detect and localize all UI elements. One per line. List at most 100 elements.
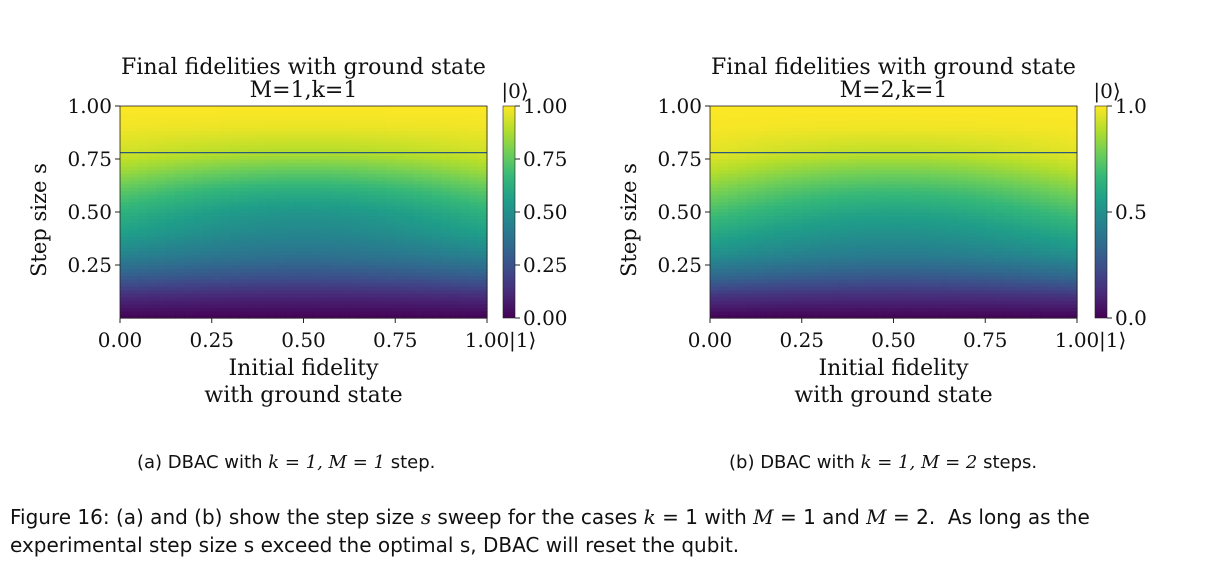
heatmap-cell (367, 183, 378, 188)
heatmap-cell (340, 310, 350, 316)
heatmap-cell (957, 296, 968, 301)
heatmap-cell (755, 201, 766, 206)
heatmap-cell (175, 307, 185, 312)
heatmap-cell (193, 204, 204, 210)
heatmap-cell (884, 120, 895, 125)
heatmap-cell (957, 183, 968, 188)
heatmap-cell (321, 166, 332, 171)
heatmap-cell (312, 233, 323, 238)
heatmap-cell (792, 137, 803, 142)
heatmap-cell (710, 307, 720, 312)
heatmap-cell (1049, 180, 1060, 185)
heatmap-cell (459, 141, 470, 146)
heatmap-cell (257, 197, 268, 202)
heatmap-cell (395, 148, 406, 153)
heatmap-cell (1067, 219, 1078, 224)
heatmap-cell (386, 289, 396, 294)
heatmap-cell (719, 282, 729, 287)
heatmap-cell (230, 166, 240, 171)
heatmap-cell (719, 176, 729, 181)
heatmap-cell (948, 183, 959, 188)
heatmap-cell (755, 240, 766, 245)
heatmap-cell (1058, 286, 1069, 291)
heatmap-cell (801, 183, 812, 188)
heatmap-cell (386, 166, 396, 171)
heatmap-cell (801, 314, 812, 319)
heatmap-cell (468, 151, 479, 157)
heatmap-cell (865, 130, 876, 135)
heatmap-cell (450, 229, 461, 234)
heatmap-cell (386, 250, 396, 255)
heatmap-cell (774, 127, 785, 132)
heatmap-cell (1049, 173, 1060, 178)
heatmap-cell (129, 127, 139, 132)
heatmap-cell (737, 201, 748, 206)
heatmap-cell (911, 240, 922, 245)
heatmap-cell (930, 116, 940, 121)
heatmap-cell (746, 123, 757, 128)
heatmap-cell (1031, 243, 1041, 248)
heatmap-cell (893, 141, 904, 146)
heatmap-cell (774, 289, 785, 294)
heatmap-cell (303, 134, 314, 139)
heatmap-cell (948, 293, 959, 298)
heatmap-cell (911, 261, 922, 266)
heatmap-cell (810, 194, 821, 199)
heatmap-cell (856, 236, 867, 241)
heatmap-cell (450, 169, 461, 174)
heatmap-cell (376, 254, 387, 259)
heatmap-cell (312, 151, 323, 157)
heatmap-cell (902, 106, 913, 111)
heatmap-cell (1040, 254, 1051, 259)
heatmap-cell (957, 197, 968, 202)
heatmap-cell (303, 272, 314, 277)
heatmap-1 (710, 106, 1078, 319)
heatmap-cell (820, 166, 830, 171)
heatmap-cell (1003, 127, 1014, 132)
heatmap-cell (985, 208, 996, 213)
heatmap-cell (957, 127, 968, 132)
heatmap-cell (1012, 187, 1023, 192)
heatmap-cell (211, 180, 222, 185)
heatmap-cell (156, 190, 167, 195)
heatmap-cell (285, 130, 295, 135)
heatmap-cell (1021, 123, 1032, 128)
heatmap-cell (367, 208, 378, 213)
heatmap-cell (810, 310, 821, 316)
heatmap-cell (294, 162, 305, 167)
heatmap-cell (820, 233, 830, 238)
heatmap-cell (728, 144, 739, 149)
heatmap-cell (810, 212, 821, 217)
heatmap-cell (783, 233, 794, 238)
heatmap-cell (266, 286, 277, 291)
heatmap-cell (1067, 120, 1078, 125)
heatmap-cell (386, 106, 396, 111)
heatmap-cell (902, 215, 913, 220)
heatmap-cell (395, 219, 406, 224)
heatmap-cell (856, 289, 867, 294)
heatmap-cell (413, 275, 424, 280)
heatmap-cell (156, 197, 167, 202)
heatmap-cell (746, 212, 757, 217)
heatmap-cell (810, 141, 821, 146)
heatmap-cell (477, 183, 488, 188)
heatmap-cell (349, 243, 360, 248)
heatmap-cell (948, 151, 959, 157)
heatmap-cell (1003, 310, 1014, 316)
heatmap-cell (202, 254, 213, 259)
heatmap-cell (175, 208, 185, 213)
heatmap-cell (303, 240, 314, 245)
heatmap-cell (939, 247, 950, 252)
heatmap-cell (966, 300, 977, 305)
heatmap-cell (856, 151, 867, 157)
heatmap-cell (930, 229, 940, 234)
heatmap-cell (275, 141, 286, 146)
heatmap-cell (755, 187, 766, 192)
heatmap-cell (138, 130, 149, 135)
heatmap-cell (829, 314, 840, 319)
heatmap-cell (884, 261, 895, 266)
heatmap-cell (156, 109, 167, 114)
heatmap-cell (358, 303, 369, 308)
heatmap-cell (1031, 127, 1041, 132)
heatmap-cell (477, 155, 488, 160)
